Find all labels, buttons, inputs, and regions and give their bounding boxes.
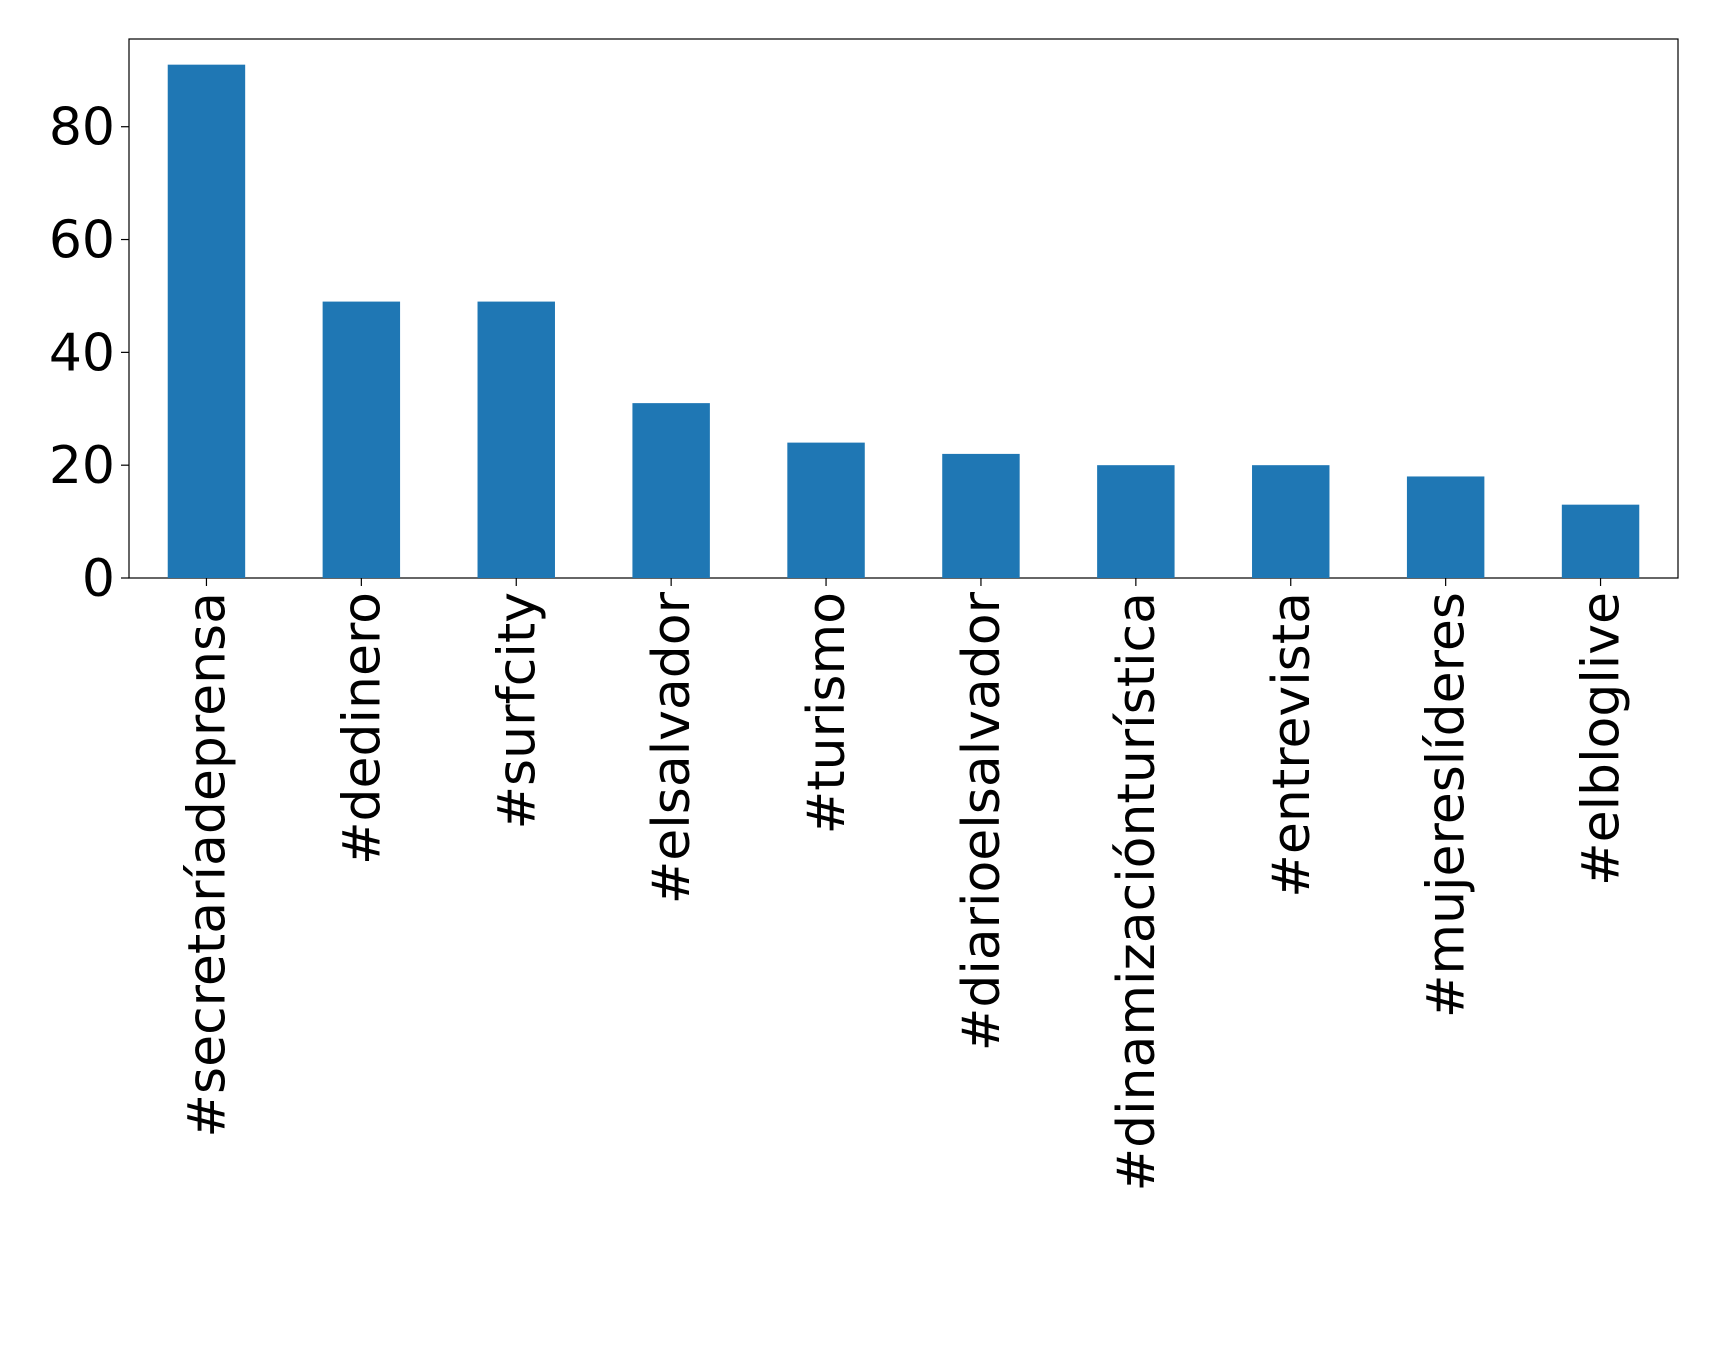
bar <box>942 453 1020 578</box>
y-tick-label: 0 <box>82 549 115 609</box>
bar <box>1406 476 1485 578</box>
y-tick-label: 60 <box>49 211 115 271</box>
x-tick-label: #elbloglive <box>1572 592 1632 886</box>
plot-frame <box>128 38 1679 579</box>
x-tick-label: #elsalvador <box>642 591 702 904</box>
x-tick-label: #dedinero <box>332 592 392 865</box>
x-tick-label: #entrevista <box>1262 592 1322 898</box>
bar <box>1561 504 1640 578</box>
bar <box>1252 465 1330 578</box>
bar <box>477 301 555 578</box>
x-tick-label: #diarioelsalvador <box>952 591 1012 1051</box>
x-tick-label: #surfcity <box>487 592 547 830</box>
bar <box>632 403 710 578</box>
bar <box>167 64 246 578</box>
y-tick-label: 80 <box>49 98 115 158</box>
x-tick-label: #mujereslíderes <box>1417 592 1477 1018</box>
y-tick-label: 20 <box>49 436 115 496</box>
x-tick-label: #dinamizaciónturística <box>1107 592 1167 1191</box>
bar <box>787 442 865 578</box>
x-tick-label: #turismo <box>797 592 857 834</box>
bar <box>1097 465 1175 578</box>
x-tick-label: #secretaríadeprensa <box>177 592 237 1138</box>
bar <box>322 301 401 578</box>
y-tick-label: 40 <box>49 323 115 383</box>
